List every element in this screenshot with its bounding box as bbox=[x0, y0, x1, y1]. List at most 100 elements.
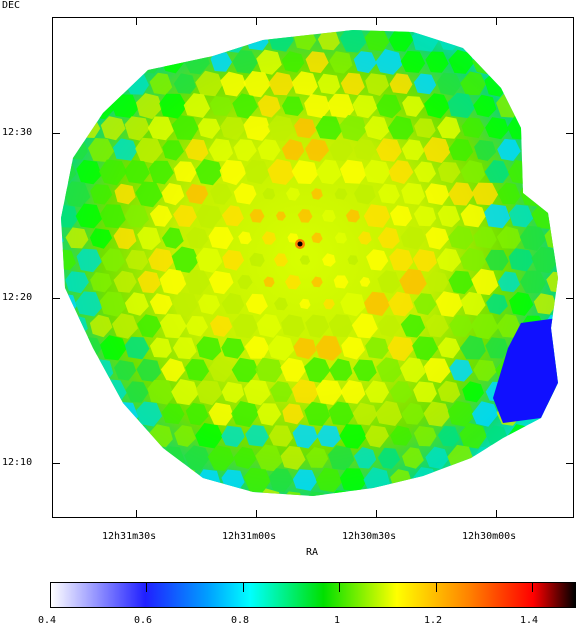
map-cell bbox=[261, 231, 276, 245]
map-cell bbox=[378, 491, 400, 496]
map-cell bbox=[388, 160, 414, 184]
map-cell bbox=[497, 271, 520, 293]
ra-tick-bottom bbox=[256, 510, 257, 518]
dec-tick-label: 12:30 bbox=[2, 127, 33, 138]
map-cell bbox=[291, 160, 318, 184]
map-cell bbox=[294, 118, 316, 139]
map-cell bbox=[436, 248, 462, 272]
map-cell bbox=[243, 115, 271, 141]
map-cell bbox=[377, 227, 400, 249]
map-cell bbox=[496, 50, 522, 75]
map-cell bbox=[460, 71, 486, 96]
map-cell bbox=[340, 380, 366, 404]
map-cell bbox=[219, 159, 247, 186]
map-cell bbox=[364, 291, 391, 316]
map-cell bbox=[137, 226, 161, 250]
map-cell bbox=[256, 49, 282, 75]
map-cell bbox=[437, 205, 461, 228]
map-cell bbox=[61, 51, 65, 73]
map-cell bbox=[257, 95, 281, 118]
map-cell bbox=[113, 138, 138, 161]
map-cell bbox=[231, 401, 259, 428]
map-cell bbox=[496, 314, 522, 338]
map-cell bbox=[148, 160, 174, 185]
map-cell bbox=[555, 158, 558, 185]
map-cell bbox=[376, 94, 402, 119]
ra-tick-top bbox=[496, 17, 497, 25]
map-cell bbox=[351, 313, 378, 339]
colorbar-tick-label: 0.4 bbox=[38, 615, 57, 626]
map-cell bbox=[305, 51, 329, 74]
map-cell bbox=[387, 115, 414, 140]
map-cell bbox=[448, 270, 474, 295]
map-cell bbox=[556, 248, 558, 273]
map-cell bbox=[281, 139, 305, 161]
map-cell bbox=[461, 30, 485, 51]
map-cell bbox=[315, 335, 342, 361]
ra-tick-bottom bbox=[496, 510, 497, 518]
map-cell bbox=[423, 137, 451, 163]
map-cell bbox=[364, 380, 390, 403]
map-cell bbox=[400, 357, 426, 383]
sky-map-image bbox=[61, 18, 558, 496]
dec-tick-right bbox=[566, 463, 574, 464]
map-cell bbox=[496, 490, 522, 496]
map-cell bbox=[341, 336, 365, 360]
map-cell bbox=[245, 424, 269, 447]
map-cell bbox=[255, 357, 283, 383]
map-cell bbox=[160, 358, 186, 382]
map-cell bbox=[437, 380, 461, 403]
map-cell bbox=[414, 161, 436, 183]
map-cell bbox=[207, 445, 235, 471]
map-cell bbox=[61, 30, 77, 51]
map-cell bbox=[354, 184, 376, 205]
map-cell bbox=[293, 337, 317, 360]
map-cell bbox=[65, 492, 89, 496]
map-cell bbox=[448, 182, 474, 206]
map-cell bbox=[61, 117, 77, 139]
map-cell bbox=[63, 445, 90, 471]
map-cell bbox=[437, 337, 461, 359]
map-cell bbox=[243, 379, 271, 406]
map-cell bbox=[297, 209, 313, 223]
map-cell bbox=[76, 72, 102, 96]
map-cell bbox=[424, 93, 450, 119]
map-cell bbox=[90, 18, 113, 29]
map-cell bbox=[61, 469, 77, 491]
map-cell bbox=[329, 138, 353, 162]
map-cell bbox=[100, 335, 127, 361]
map-cell bbox=[315, 116, 343, 140]
map-cell bbox=[124, 116, 150, 141]
map-cell bbox=[317, 30, 340, 51]
map-cell bbox=[352, 402, 378, 426]
map-cell bbox=[244, 336, 270, 359]
map-cell bbox=[436, 72, 462, 96]
map-cell bbox=[76, 424, 102, 448]
map-cell bbox=[546, 271, 558, 293]
map-cell bbox=[425, 491, 449, 496]
map-cell bbox=[90, 272, 112, 293]
map-cell bbox=[423, 401, 451, 427]
map-cell bbox=[147, 116, 174, 141]
map-cell bbox=[448, 225, 474, 250]
map-cell bbox=[304, 401, 331, 427]
map-cell bbox=[472, 30, 498, 31]
map-cell bbox=[64, 401, 90, 427]
map-cell bbox=[233, 182, 257, 205]
ra-tick-top bbox=[376, 17, 377, 25]
map-cell bbox=[232, 93, 258, 119]
map-cell bbox=[221, 337, 245, 359]
map-cell bbox=[387, 336, 415, 362]
map-cell bbox=[196, 30, 221, 52]
map-cell bbox=[352, 490, 378, 496]
map-cell bbox=[159, 313, 187, 339]
map-cell bbox=[328, 401, 354, 426]
map-cell bbox=[531, 246, 558, 274]
map-cell bbox=[185, 183, 209, 205]
map-cell bbox=[65, 227, 89, 249]
dec-tick-label: 12:10 bbox=[2, 457, 33, 468]
map-cell bbox=[185, 358, 210, 382]
map-cell bbox=[209, 96, 233, 116]
map-cell bbox=[100, 116, 126, 141]
map-cell bbox=[328, 490, 354, 496]
